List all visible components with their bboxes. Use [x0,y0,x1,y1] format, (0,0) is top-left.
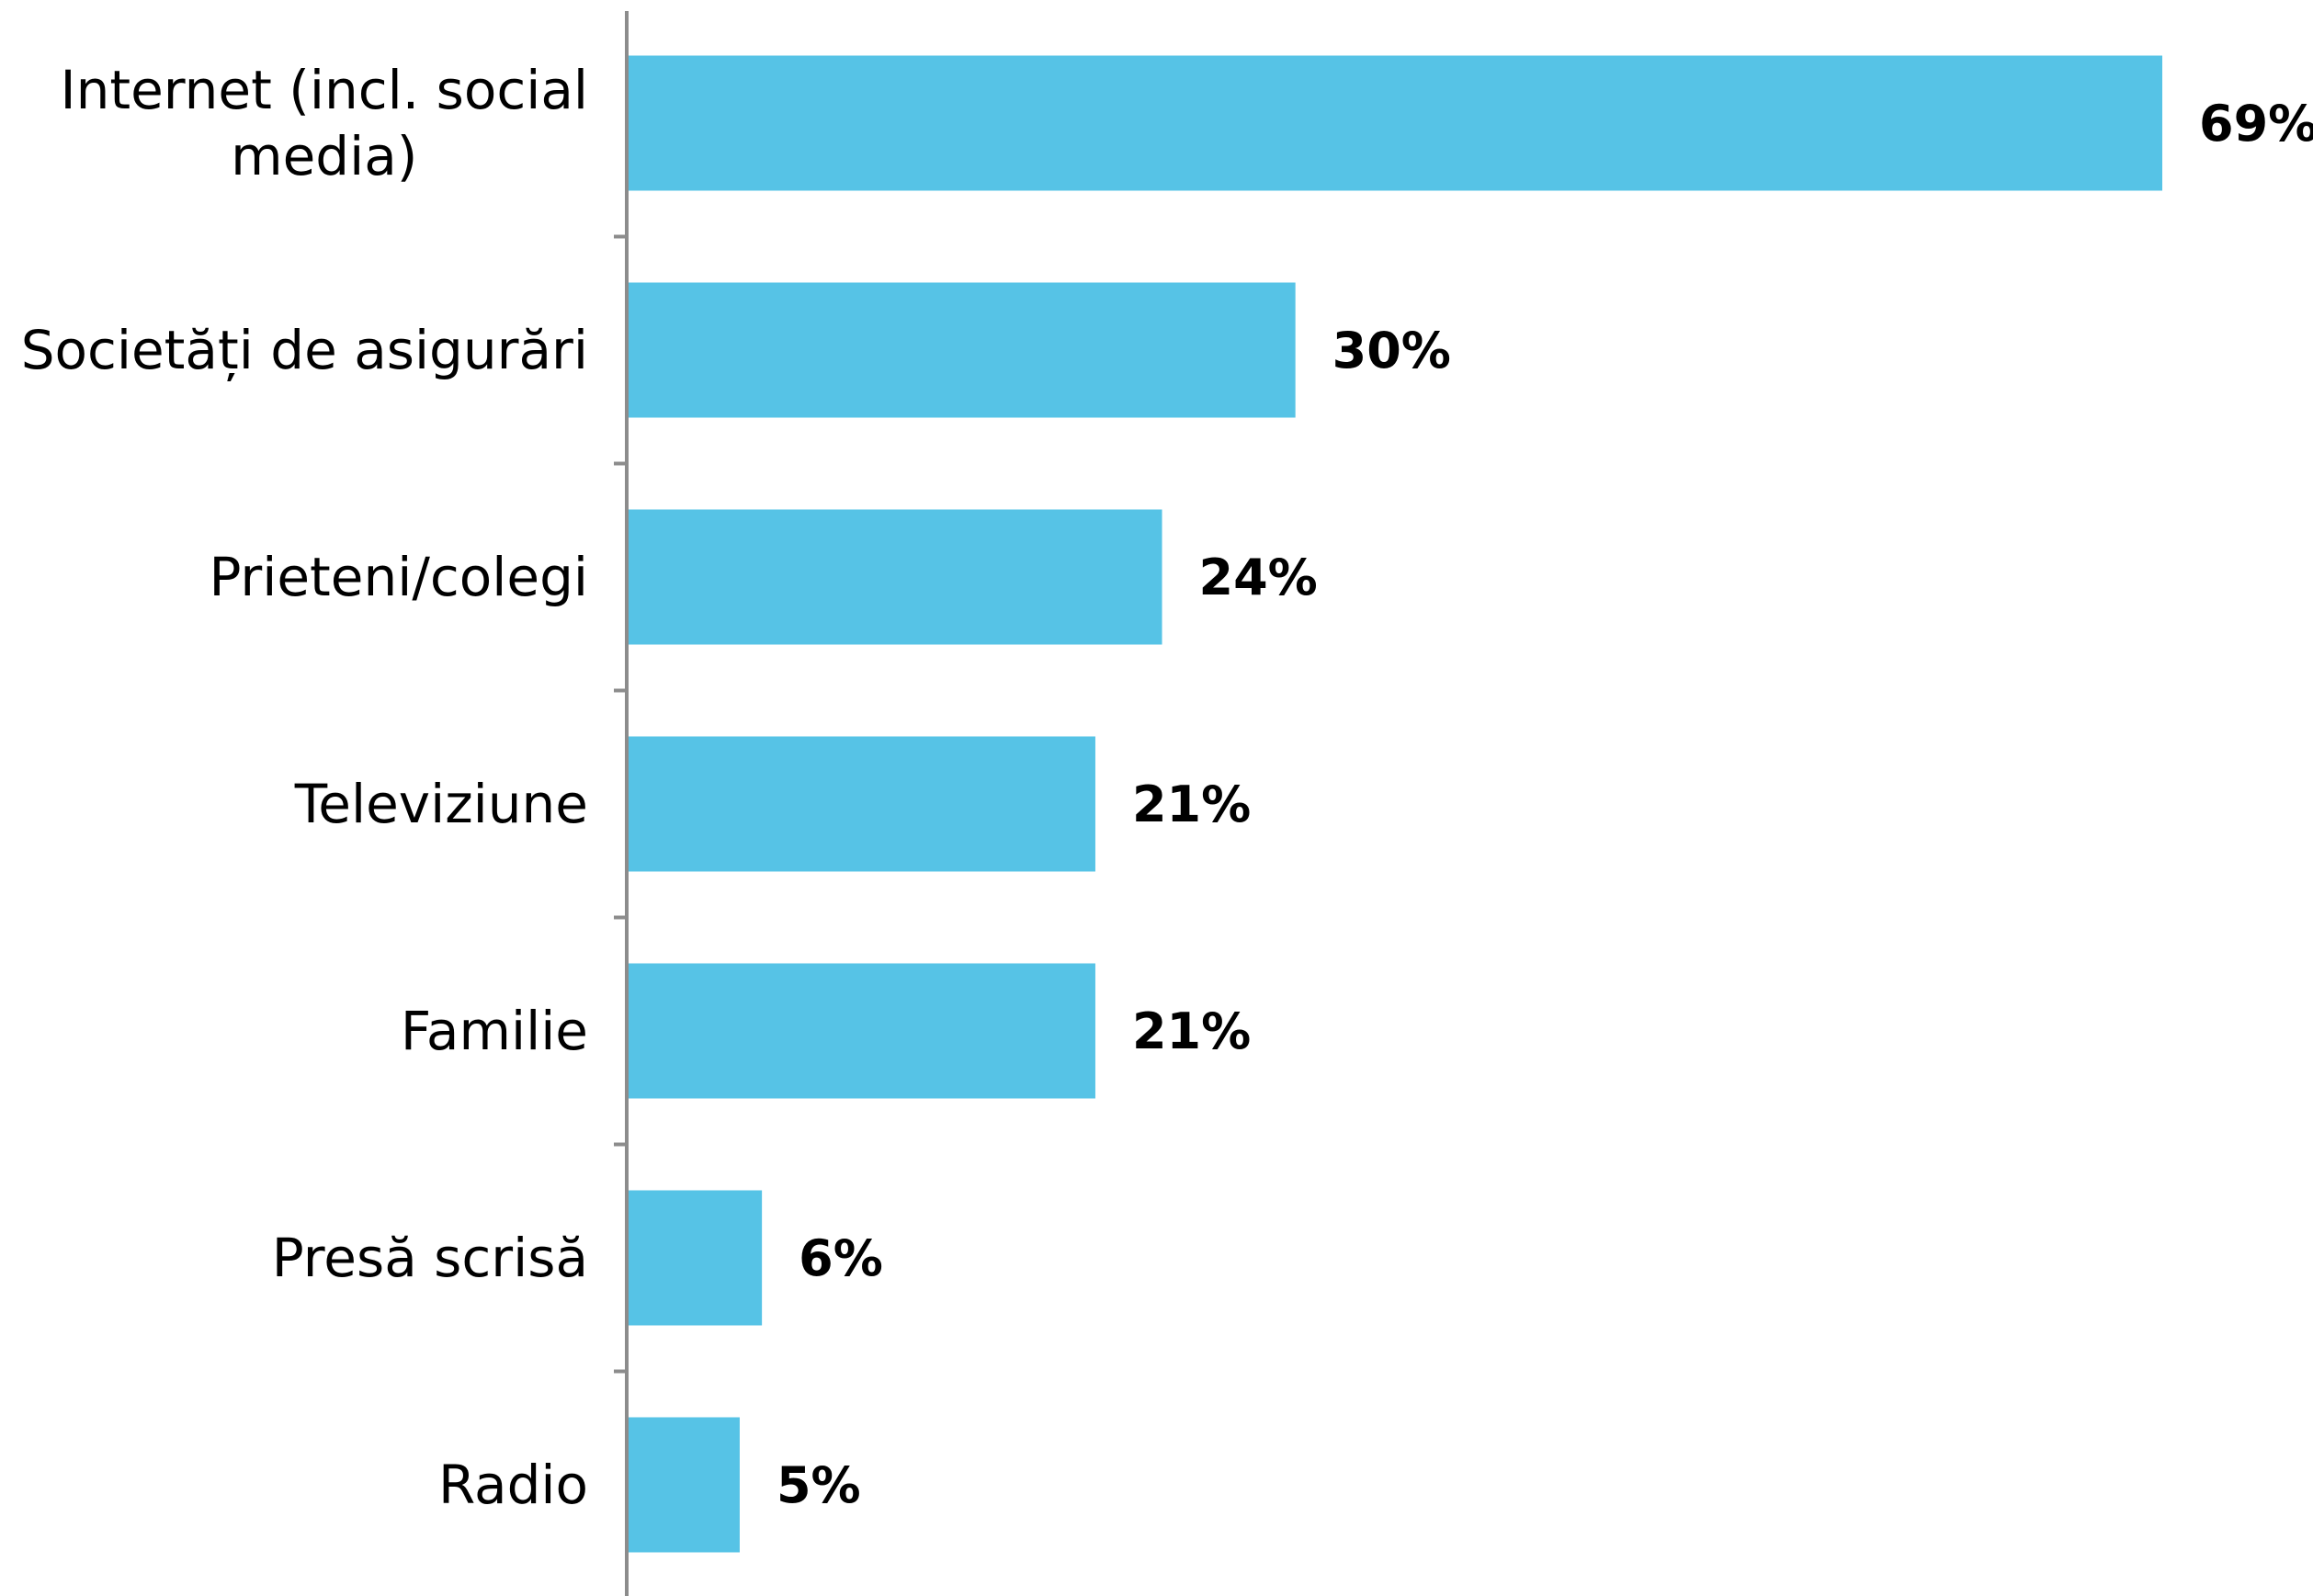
category-label: Radio [438,1454,588,1516]
category-label: Societăți de asigurări [21,319,588,381]
bar [629,963,1095,1099]
value-label: 24% [1199,549,1318,606]
bar [629,55,2162,191]
bar [629,282,1296,418]
bars-layer [629,55,2162,1553]
bar [629,509,1162,645]
category-label: Internet (incl. social media) [61,59,588,187]
value-label: 30% [1332,322,1451,379]
value-label: 69% [2199,95,2313,153]
category-label: Presă scrisă [272,1227,588,1289]
bar [629,1417,740,1553]
category-label: Familie [401,1000,588,1062]
bar [629,1190,763,1326]
value-label: 21% [1132,1002,1251,1060]
labels-layer: Internet (incl. social media) 69% Societăți… [21,59,2313,1516]
value-label: 6% [799,1229,883,1287]
category-label: Prieteni/colegi [209,546,588,608]
value-label: 5% [777,1456,861,1514]
category-label-line: Internet (incl. social [61,59,588,121]
bar [629,736,1095,872]
category-label: Televiziune [294,773,588,835]
value-label: 21% [1132,775,1251,833]
category-label-line: media) [231,125,417,187]
